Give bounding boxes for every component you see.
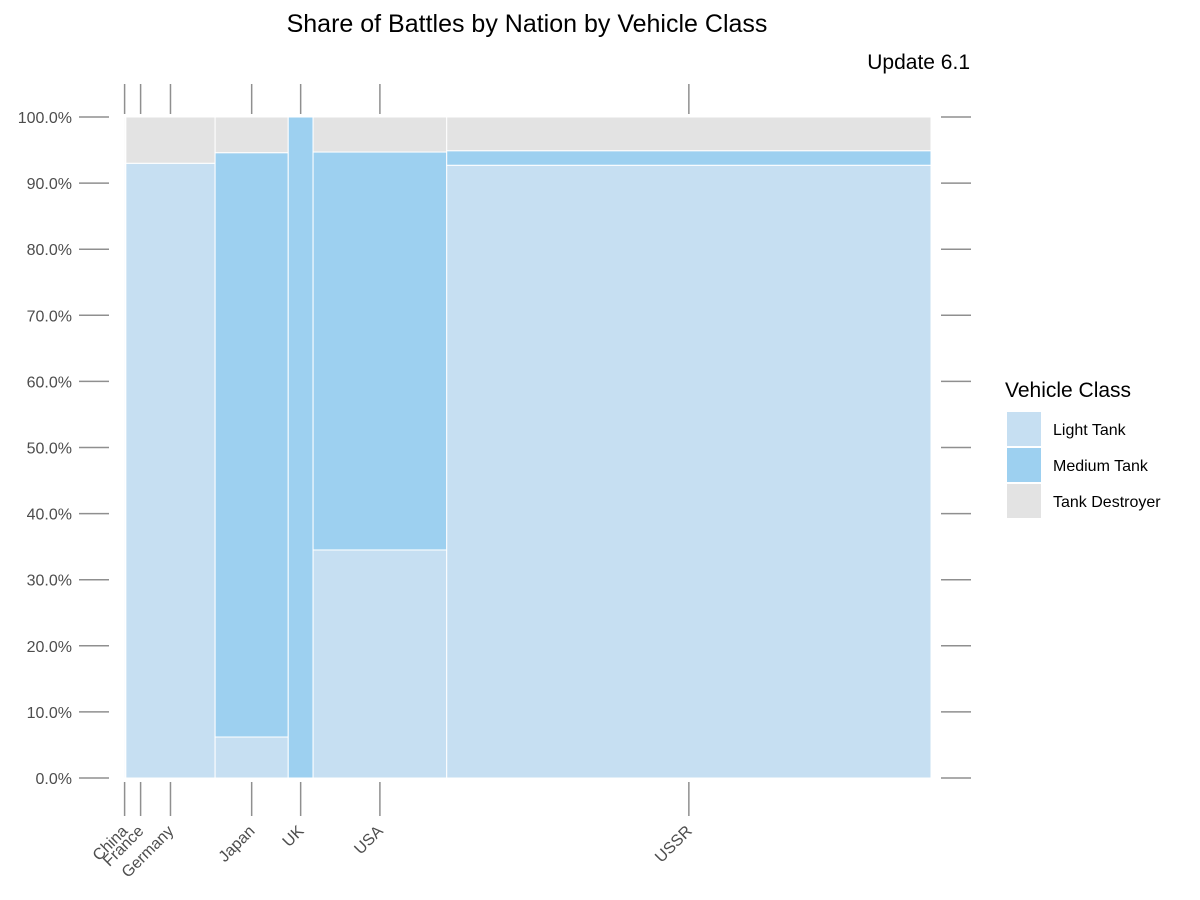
x-tick-label-ussr: USSR xyxy=(652,823,695,866)
legend-swatch-light-tank xyxy=(1007,412,1041,446)
top-ticks xyxy=(123,84,690,114)
y-tick-label: 40.0% xyxy=(27,507,72,524)
y-tick-label: 0.0% xyxy=(36,771,72,788)
mosaic-cell-usa-light-tank xyxy=(312,549,448,779)
legend-label-medium-tank: Medium Tank xyxy=(1053,458,1149,475)
chart-title: Share of Battles by Nation by Vehicle Cl… xyxy=(287,10,768,38)
legend-label-tank-destroyer: Tank Destroyer xyxy=(1053,494,1161,511)
x-tick-label-japan: Japan xyxy=(216,823,259,866)
chart-subtitle: Update 6.1 xyxy=(867,51,970,74)
mosaic-cell-ussr-light-tank xyxy=(446,164,932,779)
y-tick-label: 80.0% xyxy=(27,242,72,259)
mosaic-cell-japan-light-tank xyxy=(214,736,289,779)
y-tick-label: 90.0% xyxy=(27,176,72,193)
legend: Vehicle Class Light Tank Medium Tank Tank … xyxy=(1005,379,1161,518)
legend-label-light-tank: Light Tank xyxy=(1053,422,1127,439)
mosaic-cell-germany-light-tank xyxy=(125,162,216,779)
y-tick-label: 60.0% xyxy=(27,374,72,391)
mosaic-cell-ussr-medium-tank xyxy=(446,150,932,166)
x-tick-label-usa: USA xyxy=(351,823,387,859)
plot-area xyxy=(123,116,932,779)
legend-swatch-tank-destroyer xyxy=(1007,484,1041,518)
mosaic-cell-ussr-tank-destroyer xyxy=(446,116,932,152)
mosaic-cell-usa-tank-destroyer xyxy=(312,116,448,153)
mosaic-cell-usa-medium-tank xyxy=(312,151,448,551)
y-axis: 0.0% 10.0% 20.0% 30.0% 40.0% 50.0% 60.0% 70.0% 8… xyxy=(18,110,971,788)
y-tick-label: 70.0% xyxy=(27,308,72,325)
mosaic-cell-japan-tank-destroyer xyxy=(214,116,289,154)
legend-swatch-medium-tank xyxy=(1007,448,1041,482)
legend-title: Vehicle Class xyxy=(1005,379,1131,402)
mosaic-cell-japan-medium-tank xyxy=(214,152,289,738)
mosaic-cell-uk-medium-tank xyxy=(287,116,314,779)
y-tick-label: 50.0% xyxy=(27,441,72,458)
x-tick-label-uk: UK xyxy=(280,823,308,851)
y-tick-label: 100.0% xyxy=(18,110,72,127)
y-tick-label: 10.0% xyxy=(27,705,72,722)
y-tick-label: 20.0% xyxy=(27,639,72,656)
mosaic-cell-germany-tank-destroyer xyxy=(125,116,216,164)
y-tick-label: 30.0% xyxy=(27,573,72,590)
